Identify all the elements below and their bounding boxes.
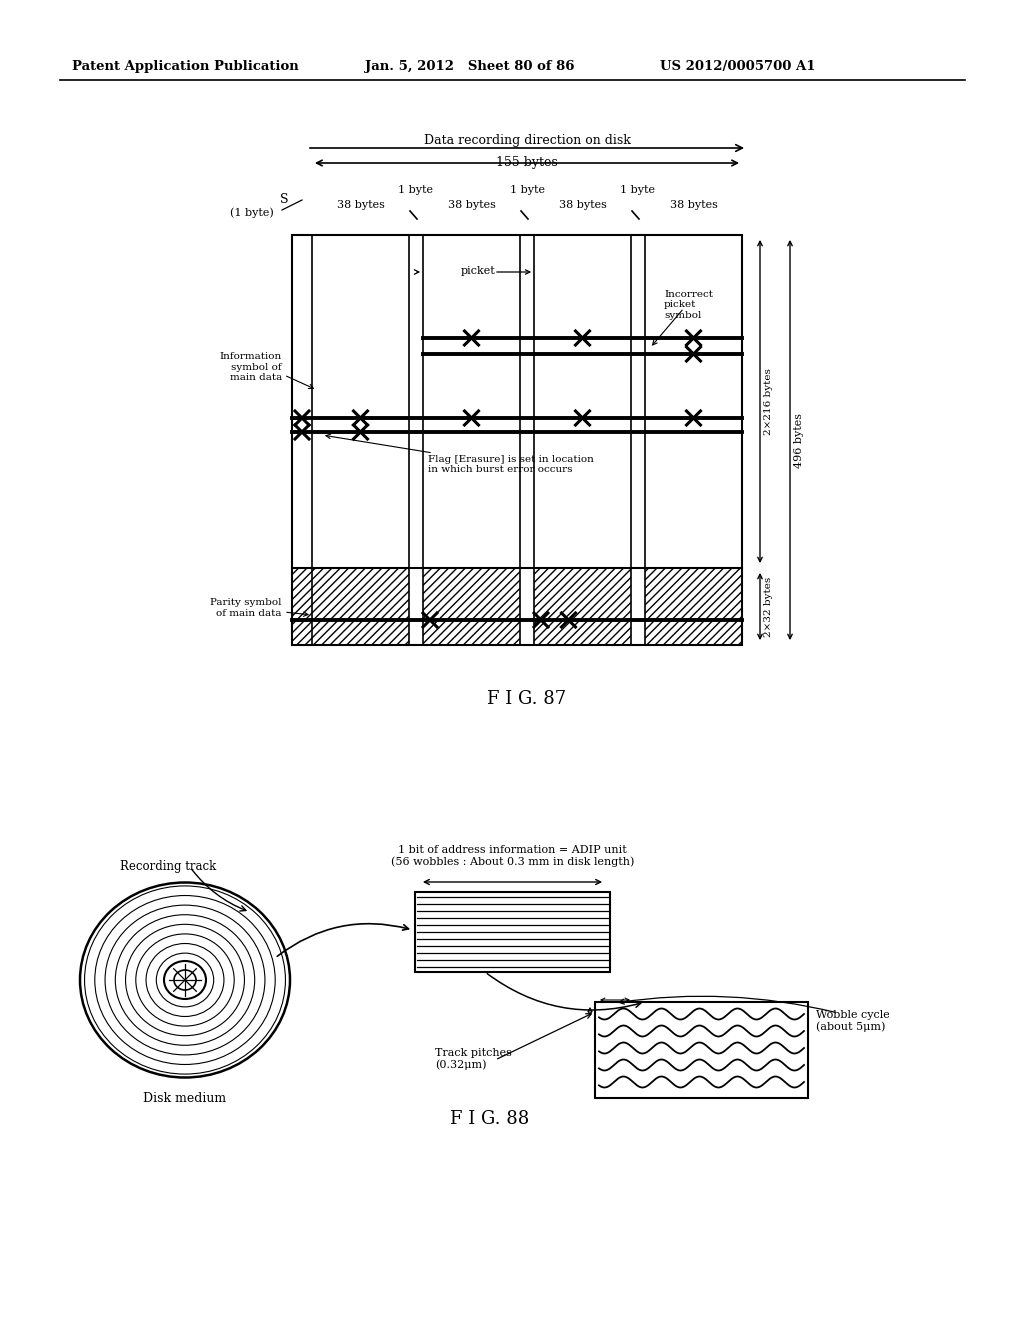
Text: Information
symbol of
main data: Information symbol of main data	[220, 352, 282, 381]
Text: Jan. 5, 2012   Sheet 80 of 86: Jan. 5, 2012 Sheet 80 of 86	[365, 59, 574, 73]
Text: Track pitches
(0.32μm): Track pitches (0.32μm)	[435, 1048, 512, 1071]
Text: 2×216 bytes: 2×216 bytes	[764, 368, 773, 434]
Text: 155 bytes: 155 bytes	[496, 156, 558, 169]
Text: 38 bytes: 38 bytes	[670, 201, 718, 210]
Ellipse shape	[164, 961, 206, 999]
Bar	[292, 568, 312, 645]
Text: 2×32 bytes: 2×32 bytes	[764, 577, 773, 636]
Text: 1 bit of address information = ADIP unit
(56 wobbles : About 0.3 mm in disk leng: 1 bit of address information = ADIP unit…	[391, 845, 634, 867]
Text: Disk medium: Disk medium	[143, 1092, 226, 1105]
Bar	[645, 568, 742, 645]
Text: Incorrect
picket
symbol: Incorrect picket symbol	[664, 290, 713, 319]
Bar	[595, 1002, 808, 1098]
Text: Parity symbol
of main data: Parity symbol of main data	[211, 598, 282, 618]
Text: 1 byte: 1 byte	[398, 185, 433, 195]
Text: Data recording direction on disk: Data recording direction on disk	[424, 135, 631, 147]
Text: 1 byte: 1 byte	[621, 185, 655, 195]
Text: (1 byte): (1 byte)	[230, 207, 273, 218]
Text: Wobble cycle
(about 5μm): Wobble cycle (about 5μm)	[816, 1010, 890, 1032]
Text: Flag [Erasure] is set in location
in which burst error occurs: Flag [Erasure] is set in location in whi…	[428, 455, 594, 474]
Bar	[534, 568, 631, 645]
Text: 38 bytes: 38 bytes	[558, 201, 606, 210]
Text: 38 bytes: 38 bytes	[337, 201, 384, 210]
Text: S: S	[280, 193, 288, 206]
Text: 496 bytes: 496 bytes	[794, 412, 804, 467]
Text: F I G. 87: F I G. 87	[487, 690, 566, 708]
Text: F I G. 88: F I G. 88	[451, 1110, 529, 1129]
Bar	[423, 568, 520, 645]
Ellipse shape	[174, 970, 196, 990]
Text: US 2012/0005700 A1: US 2012/0005700 A1	[660, 59, 815, 73]
Text: Patent Application Publication: Patent Application Publication	[72, 59, 299, 73]
Bar	[415, 892, 610, 972]
Text: 1 byte: 1 byte	[510, 185, 545, 195]
Text: Recording track: Recording track	[120, 861, 216, 873]
Text: 38 bytes: 38 bytes	[447, 201, 496, 210]
Bar	[312, 568, 409, 645]
Text: picket: picket	[461, 267, 496, 276]
